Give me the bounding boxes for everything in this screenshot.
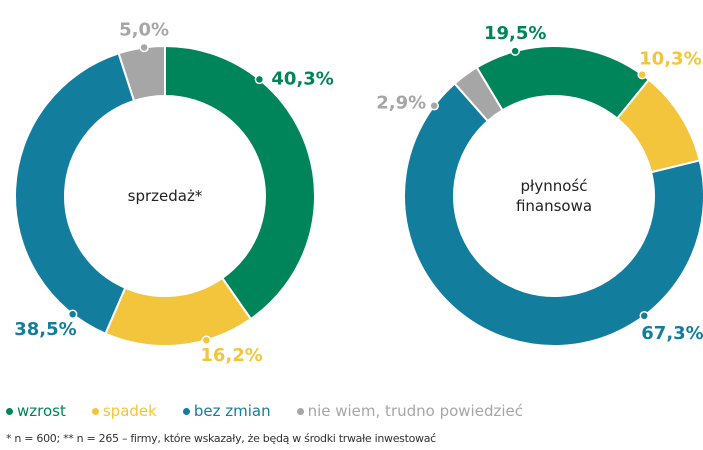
label-dot xyxy=(637,69,647,80)
donut-title: sprzedaż* xyxy=(127,187,203,205)
donut-segment xyxy=(117,44,166,103)
donut-segment xyxy=(453,66,504,123)
value-label: 10,3% xyxy=(639,49,701,70)
legend-item: nie wiem, trudno powiedzieć xyxy=(296,402,523,420)
legend-item: wzrost xyxy=(6,402,66,420)
donut-segment xyxy=(104,276,253,347)
legend-label: nie wiem, trudno powiedzieć xyxy=(307,402,523,420)
legend-label: spadek xyxy=(102,402,157,420)
donut-segment xyxy=(475,45,651,120)
value-label: 16,2% xyxy=(200,345,262,366)
donut-segment xyxy=(14,52,136,335)
label-dot xyxy=(254,74,265,85)
label-dot xyxy=(510,46,520,56)
footnote: * n = 600; ** n = 265 – firmy, które wsk… xyxy=(6,432,436,445)
legend-item: bez zmian xyxy=(182,402,271,420)
label-dot xyxy=(429,100,439,111)
value-label: 5,0% xyxy=(119,19,169,40)
label-dot xyxy=(639,311,650,321)
legend-dot xyxy=(6,408,13,415)
label-dot xyxy=(67,309,78,319)
legend-label: wzrost xyxy=(17,402,66,420)
legend: wzrost spadek bez zmian nie wiem, trudno po… xyxy=(6,402,523,420)
legend-dot xyxy=(296,408,304,415)
chart: 40,3% 16,2% 38,5% 5,0% 19,5% 10,3% 67,3% 2,9% xyxy=(14,19,703,366)
value-label: 67,3% xyxy=(641,323,703,344)
value-label: 38,5% xyxy=(14,319,76,340)
legend-dot xyxy=(91,408,99,415)
label-dot xyxy=(139,42,149,53)
value-label: 2,9% xyxy=(376,93,426,114)
donut-segment xyxy=(164,44,316,321)
legend-label: bez zmian xyxy=(193,402,271,420)
donut-segment xyxy=(403,82,703,347)
donut-title: płynność finansowa xyxy=(515,177,593,215)
legend-item: spadek xyxy=(91,402,157,420)
label-dot xyxy=(201,335,212,345)
value-label: 19,5% xyxy=(484,23,546,44)
value-label: 40,3% xyxy=(271,68,333,89)
legend-dot xyxy=(182,408,190,415)
